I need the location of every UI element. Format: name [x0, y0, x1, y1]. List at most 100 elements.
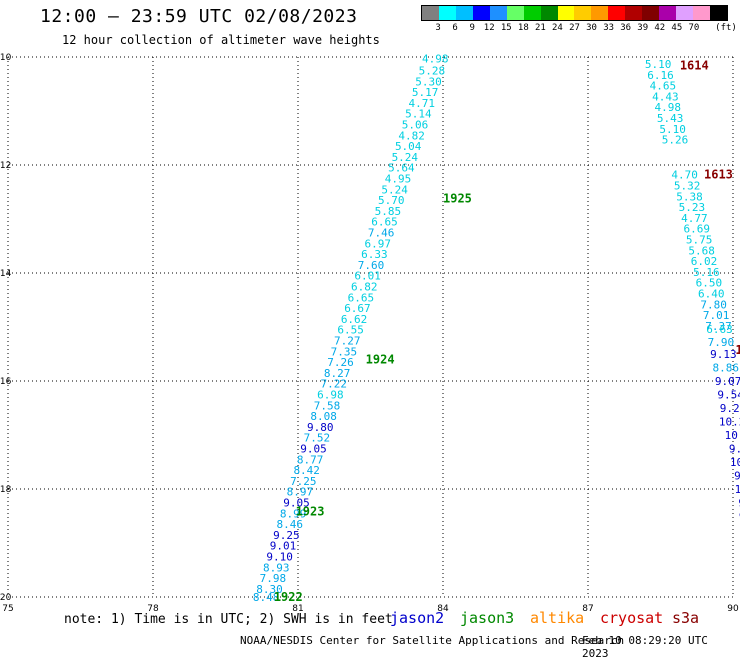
- y-tick-label: -16: [0, 377, 12, 387]
- legend-swatch: [489, 6, 507, 20]
- satellite-name: altika: [530, 609, 585, 627]
- pass-number-label: 1923: [296, 505, 325, 519]
- legend-swatch: [472, 6, 490, 20]
- wave-height-value: 4.70: [671, 169, 698, 182]
- wave-height-value: 9.05: [283, 497, 310, 510]
- wave-height-value: 5.68: [688, 244, 715, 257]
- wave-height-value: 9.07: [715, 375, 740, 388]
- y-tick-label: -12: [0, 161, 11, 171]
- wave-height-value: 6.62: [341, 313, 368, 326]
- wave-height-value: 4.95: [385, 173, 412, 186]
- footnote: note: 1) Time is in UTC; 2) SWH is in fe…: [64, 612, 393, 627]
- chart-subtitle: 12 hour collection of altimeter wave hei…: [62, 33, 380, 47]
- legend-swatch: [438, 6, 456, 20]
- wave-height-value: 9.80: [307, 421, 334, 434]
- wave-height-value: 7.80: [700, 298, 727, 311]
- legend-tick-label: 6: [452, 23, 458, 33]
- wave-height-value: 9.05: [300, 443, 327, 456]
- legend-tick-label: 33: [603, 23, 615, 33]
- wave-height-value: 6.55: [337, 324, 364, 337]
- wave-height-value: 6.63: [706, 323, 733, 336]
- legend-tick-label: 12: [483, 23, 495, 33]
- x-tick-label: 81: [292, 604, 303, 614]
- satellite-name: jason2: [390, 609, 445, 627]
- chart-title: 12:00 – 23:59 UTC 02/08/2023: [40, 6, 358, 27]
- wave-height-value: 8.99: [280, 507, 307, 520]
- wave-height-value: 5.06: [402, 119, 429, 132]
- y-tick-label: -20: [0, 593, 12, 603]
- wave-height-value: 7.52: [304, 432, 331, 445]
- wave-height-value: 10.4: [725, 429, 740, 442]
- wave-height-value: 6.69: [684, 223, 711, 236]
- wave-height-value: 7.25: [290, 475, 317, 488]
- legend-tick-label: 27: [569, 23, 580, 33]
- wave-height-value: 9.54: [717, 389, 740, 402]
- legend-tick-label: 70: [688, 23, 700, 33]
- wave-height-value: 5.10: [659, 123, 686, 136]
- wave-height-value: 9.4: [729, 443, 740, 456]
- wave-height-value: 6.33: [361, 248, 388, 261]
- wave-height-value: 8.42: [293, 464, 320, 477]
- pass-number-label: 1: [735, 343, 740, 357]
- wave-height-value: 5.16: [693, 266, 720, 279]
- legend-swatches: [421, 5, 728, 21]
- legend-swatch: [422, 6, 439, 20]
- wave-height-value: 7.98: [260, 572, 287, 585]
- wave-height-value: 6.02: [691, 255, 718, 268]
- wave-height-value: 6.50: [696, 277, 723, 290]
- wave-height-value: 5.10: [645, 58, 672, 71]
- track-1925: 4.985.285.305.174.715.145.064.825.045.24…: [354, 53, 472, 283]
- legend-tick-label: 21: [534, 23, 546, 33]
- legend-swatch: [540, 6, 558, 20]
- legend-tick-label: 24: [552, 23, 563, 33]
- wave-height-value: 5.14: [405, 108, 432, 121]
- legend-tick-label: 42: [654, 23, 666, 33]
- x-tick-label: 78: [147, 604, 159, 614]
- axis-labels: 75 78 81 84 87 90 -10 -12 -14 -16 -18 -20: [0, 53, 739, 614]
- wave-height-value: 8.46: [277, 518, 304, 531]
- wave-height-value: 5.30: [415, 75, 442, 88]
- pass-number-label: 1925: [443, 191, 472, 205]
- wave-height-value: 7.26: [327, 356, 354, 369]
- satellite-name: jason3: [460, 609, 515, 627]
- map-grid: [7, 56, 734, 598]
- wave-height-value: 9.25: [273, 529, 300, 542]
- pass-number-label: 1922: [274, 590, 303, 604]
- wave-height-value: 7.46: [368, 227, 395, 240]
- y-tick-label: -18: [0, 485, 12, 495]
- wave-height-value: 9.13: [710, 348, 737, 361]
- legend-swatch: [676, 6, 693, 20]
- wave-height-value: 5.24: [392, 151, 419, 164]
- wave-height-value: 4.82: [398, 129, 425, 142]
- wave-height-value: 9.28: [720, 402, 740, 415]
- wave-height-value: 7.37: [705, 320, 732, 333]
- legend-swatch: [591, 6, 609, 20]
- x-tick-label: 87: [582, 604, 593, 614]
- wave-height-value: 5.17: [412, 86, 439, 99]
- wave-height-value: 8.86: [713, 362, 740, 375]
- pass-number-label: 1614: [680, 59, 709, 73]
- wave-height-value: 6.65: [348, 291, 375, 304]
- x-tick-label: 84: [437, 604, 449, 614]
- legend-tick-label: 45: [671, 23, 683, 33]
- wave-height-value: 8.30: [256, 583, 283, 596]
- wave-height-value: 6.40: [698, 288, 725, 301]
- wave-height-value: 5.85: [375, 205, 402, 218]
- wave-height-value: 6.01: [354, 270, 381, 283]
- wave-height-value: 7.35: [331, 345, 358, 358]
- wave-height-value: 6.16: [647, 69, 674, 82]
- wave-height-value: 10.24: [719, 416, 740, 429]
- generation-timestamp: Feb 10 08:29:20 UTC 2023: [582, 634, 708, 660]
- y-tick-label: -14: [0, 269, 12, 279]
- wave-height-value: 6.82: [351, 281, 378, 294]
- legend-tick-label: 36: [620, 23, 632, 33]
- wave-height-value: 7.27: [334, 335, 361, 348]
- wave-height-value: 6.65: [371, 216, 398, 229]
- color-legend: 3 6 9 12 15 18 21 24 27 30 33 36 39 42 45 70 (ft): [421, 5, 737, 35]
- legend-swatch: [574, 6, 592, 20]
- wave-height-value: 4.77: [681, 212, 708, 225]
- legend-swatch: [709, 6, 727, 20]
- wave-height-value: 8.93: [263, 561, 290, 574]
- legend-tick-label: 39: [637, 23, 649, 33]
- satellite-name: s3a: [672, 609, 700, 627]
